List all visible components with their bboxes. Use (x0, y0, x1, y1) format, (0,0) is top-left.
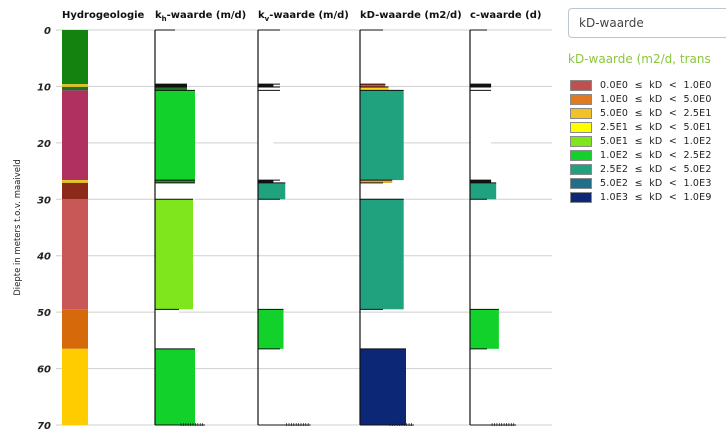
column-kv: kv-waarde (m/d) (257, 10, 349, 426)
layer-bar (155, 182, 195, 200)
legend-swatch (570, 121, 592, 133)
legend-label: 5.0E0 ≤ kD < 2.5E1 (600, 107, 712, 119)
legend-swatch (570, 149, 592, 161)
y-tick-label: 0 (44, 26, 51, 37)
layer-bar (360, 180, 393, 183)
legend-swatch (570, 191, 592, 203)
legend-label: 1.0E2 ≤ kD < 2.5E2 (600, 149, 712, 161)
layer-bar (470, 86, 492, 91)
legend-item: 1.0E2 ≤ kD < 2.5E2 (570, 148, 720, 162)
column-kd: kD-waarde (m2/d) (359, 10, 462, 426)
y-tick-label: 70 (37, 421, 51, 430)
column-hydrogeologie: Hydrogeologie (62, 10, 145, 425)
layer-bar (155, 199, 193, 310)
y-tick-label: 50 (37, 308, 51, 319)
y-tick-label: 60 (37, 365, 51, 376)
layer-bar (62, 182, 88, 200)
legend-item: 5.0E0 ≤ kD < 2.5E1 (570, 106, 720, 120)
legend-swatch (570, 107, 592, 119)
layer-bar (470, 309, 499, 349)
column-c: c-waarde (d) (469, 10, 541, 426)
legend-swatch (570, 79, 592, 91)
layer-bar (470, 90, 492, 181)
y-axis-label: Diepte in meters t.o.v. maaiveld (13, 159, 23, 296)
legend-label: 5.0E1 ≤ kD < 1.0E2 (600, 135, 712, 147)
layer-bar (155, 348, 195, 425)
layer-bar (360, 199, 404, 310)
layer-bar (155, 90, 195, 181)
legend-swatch (570, 135, 592, 147)
y-tick-label: 20 (37, 139, 51, 150)
legend-item: 1.0E0 ≤ kD < 5.0E0 (570, 92, 720, 106)
layer-bar (62, 348, 88, 425)
layer-bar (470, 180, 492, 183)
layer-bar (155, 86, 187, 91)
legend-swatch (570, 163, 592, 175)
legend-swatch (570, 177, 592, 189)
layer-bar (62, 86, 88, 91)
layer-bar (258, 309, 284, 349)
layer-bar (155, 84, 187, 87)
legend: 0.0E0 ≤ kD < 1.0E0 1.0E0 ≤ kD < 5.0E0 5.0E… (570, 78, 720, 204)
legend-item: 5.0E1 ≤ kD < 1.0E2 (570, 134, 720, 148)
layer-bar (62, 84, 88, 87)
column-kh: kh-waarde (m/d) (154, 10, 246, 426)
legend-title: kD-waarde (m2/d, trans (568, 52, 711, 66)
legend-item: 1.0E3 ≤ kD < 1.0E9 (570, 190, 720, 204)
layer-bar (360, 348, 406, 425)
layer-bar (62, 30, 88, 85)
layer-bar (258, 86, 274, 91)
y-tick-label: 40 (36, 252, 51, 263)
layer-bar (258, 90, 274, 181)
layer-bar (155, 309, 179, 349)
layer-bar (62, 180, 88, 183)
layer-bar (62, 90, 88, 181)
column-title: kh-waarde (m/d) (155, 10, 246, 23)
legend-label: 0.0E0 ≤ kD < 1.0E0 (600, 79, 712, 91)
layer-bar (258, 182, 286, 200)
parameter-select[interactable]: kD-waarde (568, 8, 726, 38)
layer-bar (360, 90, 404, 181)
layer-bar (360, 86, 389, 91)
column-title: kD-waarde (m2/d) (360, 10, 462, 21)
legend-item: 2.5E1 ≤ kD < 5.0E1 (570, 120, 720, 134)
legend-label: 1.0E0 ≤ kD < 5.0E0 (600, 93, 712, 105)
legend-label: 2.5E1 ≤ kD < 5.0E1 (600, 121, 712, 133)
legend-label: 1.0E3 ≤ kD < 1.0E9 (600, 191, 712, 203)
layer-bar (62, 199, 88, 310)
layer-bar (360, 84, 386, 87)
y-tick-label: 30 (37, 195, 51, 206)
legend-swatch (570, 93, 592, 105)
layer-bar (62, 309, 88, 349)
legend-label: 5.0E2 ≤ kD < 1.0E3 (600, 177, 712, 189)
column-title: Hydrogeologie (62, 10, 145, 21)
legend-item: 5.0E2 ≤ kD < 1.0E3 (570, 176, 720, 190)
y-tick-label: 10 (37, 82, 51, 93)
layer-bar (470, 182, 497, 200)
layer-bar (258, 180, 274, 183)
layer-bar (155, 180, 195, 183)
legend-item: 2.5E2 ≤ kD < 5.0E2 (570, 162, 720, 176)
column-title: kv-waarde (m/d) (258, 10, 349, 23)
column-title: c-waarde (d) (470, 10, 541, 21)
legend-label: 2.5E2 ≤ kD < 5.0E2 (600, 163, 712, 175)
legend-item: 0.0E0 ≤ kD < 1.0E0 (570, 78, 720, 92)
layer-bar (470, 84, 492, 87)
layer-bar (258, 84, 274, 87)
